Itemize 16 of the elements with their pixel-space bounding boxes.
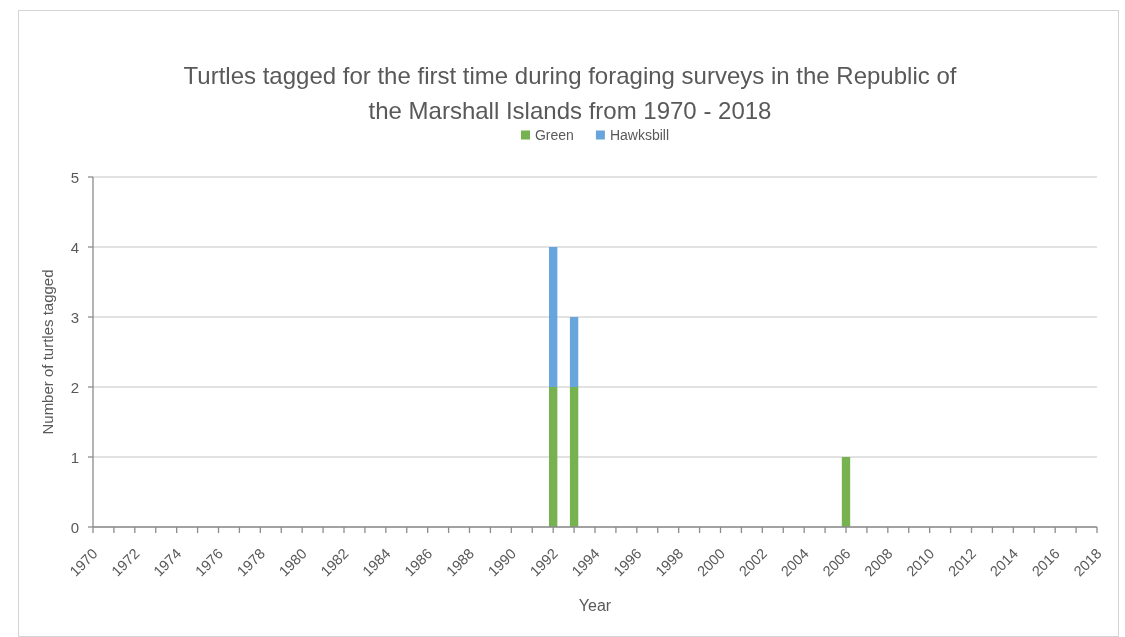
legend-label: Green [534, 127, 574, 143]
y-tick-label: 1 [70, 448, 79, 466]
chart-title: Turtles tagged for the first time during foraging surveys in the Republic of the Marshall Islands from 1970 - 2018 [183, 61, 957, 124]
bar [548, 387, 558, 527]
y-tick-label: 4 [70, 238, 79, 256]
legend-label: Hawksbill [609, 127, 670, 143]
y-tick-label: 3 [70, 308, 79, 326]
bar [841, 457, 851, 527]
x-axis-title: Year [578, 596, 612, 614]
bar [569, 387, 579, 527]
bar [569, 317, 579, 387]
bar [548, 247, 558, 387]
y-tick-label: 5 [70, 168, 79, 186]
y-axis-title: Number of turtles tagged [38, 269, 56, 435]
y-tick-label: 0 [70, 518, 79, 536]
y-tick-label: 2 [70, 378, 79, 396]
